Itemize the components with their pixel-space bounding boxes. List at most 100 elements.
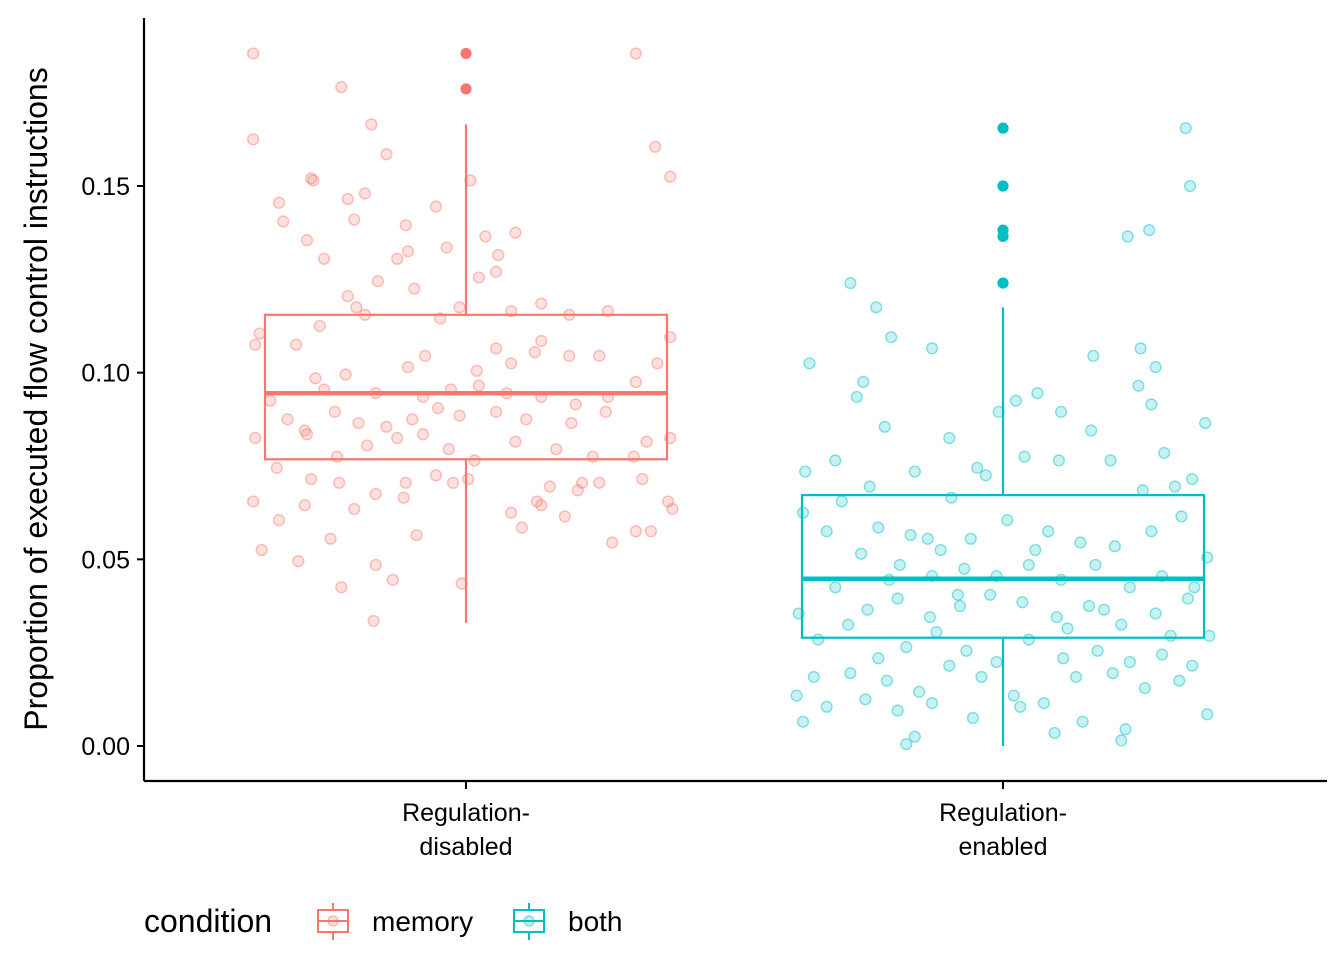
- jitter-point: [803, 357, 816, 370]
- jitter-point: [990, 655, 1003, 669]
- jitter-point: [341, 290, 354, 303]
- jitter-point: [305, 172, 318, 185]
- outlier-point: [460, 83, 472, 95]
- jitter-point: [479, 230, 492, 243]
- jitter-point: [470, 364, 483, 377]
- jitter-point: [313, 319, 326, 333]
- jitter-point: [908, 730, 921, 743]
- jitter-point: [563, 349, 576, 362]
- jitter-point: [1186, 472, 1199, 486]
- jitter-point: [1115, 734, 1128, 747]
- jitter-point: [790, 689, 803, 702]
- jitter-point: [1022, 633, 1035, 646]
- jitter-point: [1119, 723, 1132, 736]
- jitter-point: [891, 592, 904, 605]
- jitter-point: [515, 521, 529, 534]
- y-axis-title: Proportion of executed flow control inst…: [18, 67, 54, 730]
- jitter-point: [1001, 514, 1014, 527]
- jitter-point: [335, 80, 348, 94]
- jitter-point: [442, 443, 455, 456]
- jitter-point: [367, 614, 380, 628]
- jitter-point: [1007, 689, 1020, 702]
- jitter-point: [1123, 581, 1136, 594]
- jitter-point: [318, 252, 331, 265]
- jitter-point: [627, 450, 640, 463]
- outlier-point: [997, 277, 1009, 289]
- jitter-point: [380, 148, 393, 161]
- jitter-point: [1009, 394, 1023, 407]
- jitter-point: [1149, 607, 1162, 620]
- jitter-point: [930, 626, 943, 639]
- jitter-point: [835, 495, 848, 508]
- jitter-point: [644, 525, 658, 538]
- jitter-point: [1158, 446, 1171, 460]
- jitter-point: [966, 711, 980, 725]
- jitter-point: [958, 562, 971, 575]
- jitter-point: [328, 405, 341, 418]
- jitter-point: [850, 390, 863, 404]
- jitter-point: [820, 700, 833, 713]
- jitter-point: [401, 245, 415, 258]
- jitter-point: [900, 640, 913, 654]
- jitter-point: [472, 379, 486, 392]
- y-tick-label: 0.15: [81, 173, 130, 201]
- x-tick-label-line1: Regulation-: [402, 799, 530, 827]
- legend-item-memory: memory: [317, 903, 473, 940]
- jitter-point: [842, 618, 855, 631]
- jitter-point: [535, 499, 548, 512]
- jitter-point: [247, 47, 260, 60]
- jitter-point: [352, 416, 365, 430]
- jitter-point: [272, 514, 286, 527]
- jitter-point: [365, 118, 378, 131]
- jitter-point: [1134, 342, 1147, 355]
- jitter-point: [453, 409, 466, 422]
- jitter-point: [921, 532, 934, 545]
- jitter-point: [844, 276, 857, 290]
- jitter-point: [272, 196, 286, 209]
- jitter-point: [1149, 360, 1162, 374]
- x-tick-label-line2: enabled: [959, 833, 1048, 861]
- jitter-point: [1089, 558, 1102, 572]
- jitter-point: [429, 200, 443, 213]
- jitter-point: [380, 420, 393, 433]
- jitter-point: [872, 652, 885, 665]
- outlier-point: [997, 122, 1009, 134]
- jitter-point: [281, 413, 294, 426]
- jitter-point: [1037, 696, 1050, 710]
- jitter-point: [371, 275, 384, 288]
- jitter-point: [350, 301, 363, 314]
- jitter-point: [878, 420, 891, 433]
- jitter-point: [925, 342, 939, 355]
- jitter-point: [1018, 450, 1031, 463]
- legend-label: both: [568, 906, 623, 937]
- jitter-point: [348, 502, 361, 516]
- jitter-point: [401, 360, 415, 374]
- jitter-point: [305, 472, 318, 486]
- jitter-point: [1074, 536, 1087, 549]
- jitter-point: [629, 375, 642, 389]
- jitter-point: [900, 738, 913, 751]
- jitter-point: [571, 484, 584, 497]
- jitter-point: [397, 491, 410, 504]
- jitter-point: [1016, 596, 1029, 609]
- jitter-point: [1186, 659, 1199, 672]
- x-ticks: Regulation-disabled Regulation-enabled: [402, 781, 1067, 861]
- jitter-point: [247, 495, 260, 508]
- jitter-point: [509, 226, 522, 239]
- jitter-point: [1123, 655, 1136, 669]
- jitter-point: [1164, 629, 1177, 642]
- jitter-point: [870, 301, 883, 314]
- jitter-point: [399, 219, 412, 232]
- jitter-point: [1121, 230, 1134, 243]
- jitter-point: [505, 506, 518, 519]
- jitter-point: [799, 465, 812, 478]
- jitter-point: [829, 454, 842, 467]
- jitter-point: [1179, 122, 1192, 135]
- jitter-point: [885, 331, 898, 344]
- jitter-point: [1203, 629, 1216, 642]
- jitter-point: [391, 431, 404, 445]
- jitter-point: [399, 476, 412, 489]
- jitter-point: [490, 405, 503, 418]
- jitter-point: [599, 405, 612, 418]
- jitter-point: [429, 469, 443, 482]
